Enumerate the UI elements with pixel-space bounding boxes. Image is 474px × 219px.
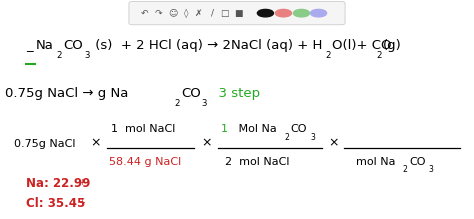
Circle shape <box>275 9 292 17</box>
Text: ■: ■ <box>234 9 243 18</box>
Text: +: + <box>78 178 85 187</box>
Text: 3: 3 <box>428 165 433 174</box>
Text: _: _ <box>26 39 33 52</box>
Text: □: □ <box>220 9 228 18</box>
Text: CO: CO <box>409 157 426 167</box>
Text: Na: Na <box>36 39 54 52</box>
Circle shape <box>293 9 310 17</box>
Text: (g): (g) <box>383 39 402 52</box>
Text: 2: 2 <box>403 165 408 174</box>
Text: 2: 2 <box>284 132 289 141</box>
Text: 58.44 g NaCl: 58.44 g NaCl <box>109 157 181 167</box>
Text: /: / <box>211 9 214 18</box>
Text: (s)  + 2 HCl (aq) → 2NaCl (aq) + H: (s) + 2 HCl (aq) → 2NaCl (aq) + H <box>91 39 322 52</box>
Text: ↷: ↷ <box>155 9 163 18</box>
Circle shape <box>310 9 327 17</box>
Text: 3: 3 <box>85 51 91 60</box>
Text: 3 step: 3 step <box>210 87 260 101</box>
Text: 1: 1 <box>220 124 228 134</box>
Text: mol Na: mol Na <box>356 157 395 167</box>
Text: 2: 2 <box>377 51 383 60</box>
Text: 2: 2 <box>326 51 331 60</box>
Text: ×: × <box>201 137 212 150</box>
Text: ☺: ☺ <box>168 9 178 18</box>
Text: ✗: ✗ <box>195 9 203 18</box>
Text: 2: 2 <box>56 51 62 60</box>
Text: 2: 2 <box>174 99 180 108</box>
Text: ↶: ↶ <box>141 9 148 18</box>
Text: CO: CO <box>63 39 83 52</box>
Text: Mol Na: Mol Na <box>235 124 276 134</box>
Text: +: + <box>78 198 85 207</box>
Text: Na: 22.99: Na: 22.99 <box>26 177 91 190</box>
Text: CO: CO <box>291 124 307 134</box>
Text: 2  mol NaCl: 2 mol NaCl <box>225 157 290 167</box>
Text: 1  mol NaCl: 1 mol NaCl <box>111 124 176 134</box>
Text: CO: CO <box>181 87 201 101</box>
Text: ◊: ◊ <box>184 9 189 18</box>
Text: 0.75g NaCl → g Na: 0.75g NaCl → g Na <box>5 87 128 101</box>
Circle shape <box>257 9 273 17</box>
Text: 3: 3 <box>201 99 207 108</box>
Text: 0.75g NaCl: 0.75g NaCl <box>14 139 76 149</box>
Text: O(l)+ CO: O(l)+ CO <box>332 39 392 52</box>
Text: Cl: 35.45: Cl: 35.45 <box>26 197 85 210</box>
Text: ×: × <box>328 137 339 150</box>
Text: 3: 3 <box>310 132 315 141</box>
FancyBboxPatch shape <box>129 2 345 25</box>
Text: ×: × <box>90 137 100 150</box>
